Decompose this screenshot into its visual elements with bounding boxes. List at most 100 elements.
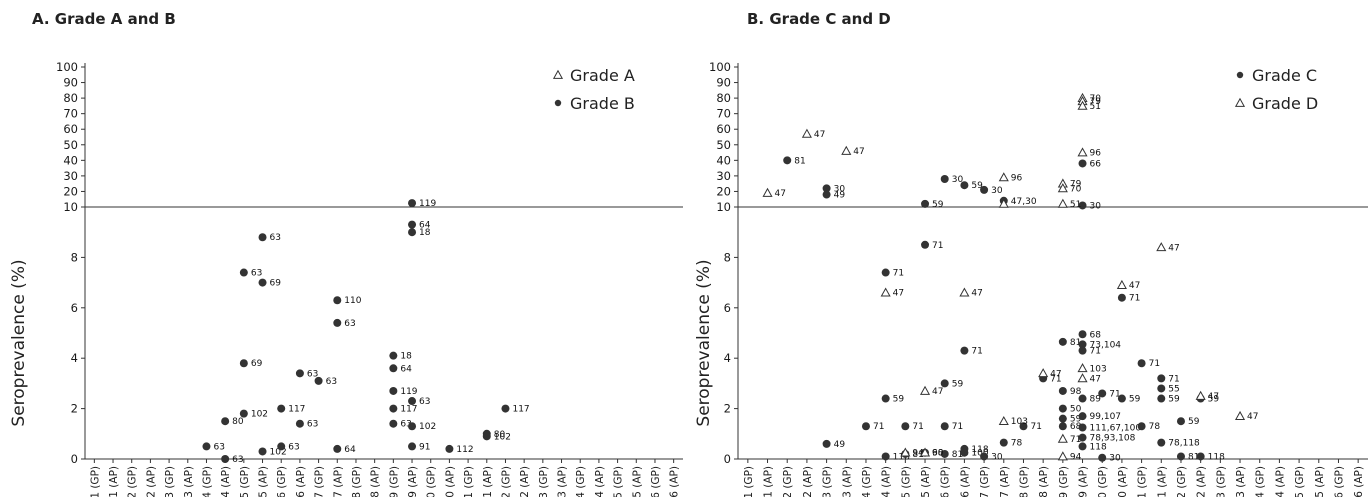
x-tick-label: H2 (AP) (802, 466, 814, 497)
data-point-triangle (841, 145, 852, 155)
data-label: 78 (1149, 422, 1161, 432)
y-tick-label: 0 (71, 452, 78, 466)
data-label: 47 (1208, 392, 1219, 402)
y-tick-label: 20 (63, 184, 78, 198)
data-label: 63 (344, 319, 355, 329)
y-tick-label: 100 (56, 60, 78, 74)
data-label: 47 (971, 289, 982, 299)
x-tick-label: H12 (AP) (1196, 466, 1208, 497)
data-point-circle (822, 439, 831, 448)
data-point-circle (960, 346, 969, 355)
data-label: 18 (419, 228, 431, 238)
data-label: 89 (1090, 395, 1102, 405)
data-label: 64 (419, 221, 431, 231)
y-tick-label: 4 (724, 351, 731, 365)
data-point-circle (221, 417, 230, 426)
data-point-circle (389, 351, 398, 360)
data-point-circle (1058, 386, 1067, 395)
data-label: 47 (853, 147, 864, 157)
data-label: 94 (1070, 452, 1082, 462)
data-point-circle (861, 422, 870, 431)
data-point-circle (277, 404, 286, 413)
x-tick-label: H15 (GP) (613, 466, 625, 497)
data-point-circle (1098, 453, 1107, 462)
data-label: 51 (1090, 102, 1101, 112)
y-tick-label: 90 (63, 76, 78, 90)
y-tick-label: 60 (63, 122, 78, 136)
x-tick-label: H15 (AP) (631, 466, 643, 497)
data-point-circle (1058, 422, 1067, 431)
data-label: 63 (307, 420, 318, 430)
data-point-circle (239, 359, 248, 368)
x-tick-label: H12 (AP) (519, 466, 531, 497)
x-tick-label: H8 (GP) (1018, 466, 1030, 497)
panel-a-title: A. Grade A and B (32, 10, 176, 28)
data-point-circle (980, 185, 989, 194)
data-point-circle (333, 318, 342, 327)
data-point-circle (881, 394, 890, 403)
data-point-circle (783, 156, 792, 165)
data-label: 117 (400, 405, 417, 415)
data-label: 70 (1070, 184, 1082, 194)
data-point-triangle (801, 128, 812, 138)
data-point-triangle (880, 287, 891, 297)
data-point-circle (1078, 330, 1087, 339)
data-point-circle (408, 199, 417, 208)
data-label: 47 (1090, 374, 1101, 384)
data-label: 59 (1188, 417, 1200, 427)
data-point-circle (1078, 346, 1087, 355)
data-point-circle (822, 190, 831, 199)
data-label: 100 (971, 449, 988, 459)
y-tick-label: 70 (63, 107, 78, 121)
legend-marker-circle (554, 99, 562, 107)
x-tick-label: H2 (GP) (782, 466, 794, 497)
data-label: 47 (1129, 281, 1140, 291)
data-point-triangle (998, 415, 1009, 426)
data-point-circle (940, 175, 949, 183)
data-point-triangle (1057, 198, 1068, 208)
data-label: 30 (834, 184, 846, 194)
data-label: 71 (1090, 347, 1101, 357)
data-point-circle (1176, 417, 1185, 426)
data-label: 55 (1168, 384, 1179, 394)
data-label: 71 (1168, 374, 1179, 384)
data-label: 50 (1070, 405, 1082, 415)
data-label: 103 (1090, 364, 1107, 374)
data-point-circle (1078, 423, 1087, 432)
data-point-circle (822, 184, 831, 193)
data-point-circle (980, 452, 989, 461)
x-tick-label: H5 (AP) (258, 466, 270, 497)
x-tick-label: H14 (AP) (1274, 466, 1286, 497)
data-label: 71 (1070, 435, 1081, 445)
data-point-circle (258, 278, 267, 287)
x-tick-label: H13 (GP) (1215, 466, 1227, 497)
data-label: 71 (1129, 294, 1140, 304)
x-tick-label: H4 (GP) (861, 466, 873, 497)
data-label: 111,67,100 (1090, 424, 1142, 434)
data-label: 94 (912, 449, 924, 459)
data-point-triangle (1077, 363, 1088, 373)
data-label: 81 (1188, 452, 1199, 462)
y-tick-label: 40 (63, 153, 78, 167)
data-point-circle (295, 369, 304, 378)
x-tick-label: H5 (AP) (920, 466, 932, 497)
x-tick-label: H3 (AP) (183, 466, 195, 497)
data-label: 71 (1149, 359, 1160, 369)
data-label: 99,107 (1090, 412, 1122, 422)
data-point-circle (881, 452, 890, 461)
data-point-circle (1019, 422, 1028, 431)
x-tick-label: H6 (GP) (940, 466, 952, 497)
data-label: 47,30 (1011, 197, 1037, 207)
data-label: 63 (288, 442, 299, 452)
data-label: 96 (1090, 149, 1102, 159)
x-tick-label: H12 (GP) (1176, 466, 1188, 497)
data-point-circle (445, 444, 454, 453)
x-tick-label: H4 (AP) (881, 466, 893, 497)
legend-label: Grade D (1252, 94, 1318, 113)
x-tick-label: H1 (GP) (743, 466, 755, 497)
data-point-triangle (1195, 390, 1206, 400)
data-point-circle (1078, 412, 1087, 421)
data-label: 63 (307, 369, 318, 379)
x-tick-label: H16 (GP) (650, 466, 662, 497)
data-label: 70 (1090, 94, 1102, 104)
